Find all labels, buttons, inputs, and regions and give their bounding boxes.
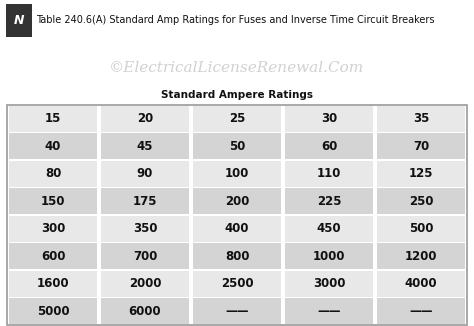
Bar (192, 243, 282, 269)
Bar (100, 188, 190, 214)
Text: 150: 150 (41, 195, 65, 208)
Text: 45: 45 (137, 140, 153, 153)
Bar (284, 298, 374, 324)
Bar (9, 298, 98, 324)
Bar (9, 215, 98, 242)
Bar (9, 271, 98, 297)
Bar (9, 161, 98, 186)
Bar (192, 215, 282, 242)
Text: 1600: 1600 (37, 277, 69, 290)
Text: 125: 125 (409, 167, 433, 180)
Text: 700: 700 (133, 250, 157, 263)
Text: 2000: 2000 (129, 277, 161, 290)
Text: 350: 350 (133, 222, 157, 235)
Bar (284, 215, 374, 242)
Bar (100, 106, 190, 131)
Bar (284, 133, 374, 159)
Text: 6000: 6000 (129, 304, 161, 318)
Text: 2500: 2500 (221, 277, 253, 290)
Text: Standard Ampere Ratings: Standard Ampere Ratings (161, 90, 313, 100)
Bar (100, 161, 190, 186)
Bar (284, 271, 374, 297)
Bar (100, 133, 190, 159)
Text: 400: 400 (225, 222, 249, 235)
Text: 3000: 3000 (313, 277, 345, 290)
Bar (376, 106, 465, 131)
Text: ——: —— (317, 304, 341, 318)
Bar (284, 188, 374, 214)
Text: 600: 600 (41, 250, 65, 263)
Text: 200: 200 (225, 195, 249, 208)
Bar (376, 215, 465, 242)
Bar (376, 271, 465, 297)
Bar (192, 106, 282, 131)
Text: 70: 70 (413, 140, 429, 153)
Text: N: N (13, 14, 24, 27)
Bar (192, 161, 282, 186)
Bar (9, 106, 98, 131)
Text: 80: 80 (45, 167, 61, 180)
Bar (376, 188, 465, 214)
Text: 4000: 4000 (405, 277, 437, 290)
Text: 300: 300 (41, 222, 65, 235)
Bar (376, 298, 465, 324)
Text: 5000: 5000 (37, 304, 69, 318)
Text: 800: 800 (225, 250, 249, 263)
Text: 50: 50 (229, 140, 245, 153)
Bar (376, 133, 465, 159)
Bar (9, 188, 98, 214)
Bar (100, 271, 190, 297)
Text: 20: 20 (137, 112, 153, 125)
Text: 25: 25 (229, 112, 245, 125)
Text: 110: 110 (317, 167, 341, 180)
Bar (284, 106, 374, 131)
Bar (9, 133, 98, 159)
Bar (192, 298, 282, 324)
Bar (9, 243, 98, 269)
Text: 15: 15 (45, 112, 61, 125)
Bar (6, 4, 32, 37)
Text: 500: 500 (409, 222, 433, 235)
Bar (284, 161, 374, 186)
Text: 30: 30 (321, 112, 337, 125)
Text: 60: 60 (321, 140, 337, 153)
Text: 35: 35 (413, 112, 429, 125)
Text: 100: 100 (225, 167, 249, 180)
Text: Table 240.6(A) Standard Amp Ratings for Fuses and Inverse Time Circuit Breakers: Table 240.6(A) Standard Amp Ratings for … (36, 15, 434, 25)
Text: 1200: 1200 (405, 250, 437, 263)
Bar (100, 215, 190, 242)
Text: 225: 225 (317, 195, 341, 208)
Text: ——: —— (225, 304, 249, 318)
Bar (376, 161, 465, 186)
Text: ©ElectricalLicenseRenewal.Com: ©ElectricalLicenseRenewal.Com (109, 61, 365, 75)
Bar (192, 133, 282, 159)
Text: 1000: 1000 (313, 250, 345, 263)
Bar (100, 243, 190, 269)
Text: 250: 250 (409, 195, 433, 208)
Text: 40: 40 (45, 140, 61, 153)
Bar (376, 243, 465, 269)
Bar (192, 271, 282, 297)
Text: 90: 90 (137, 167, 153, 180)
Text: 175: 175 (133, 195, 157, 208)
Text: 450: 450 (317, 222, 341, 235)
Bar (100, 298, 190, 324)
Bar (192, 188, 282, 214)
Bar (284, 243, 374, 269)
Text: ——: —— (409, 304, 433, 318)
